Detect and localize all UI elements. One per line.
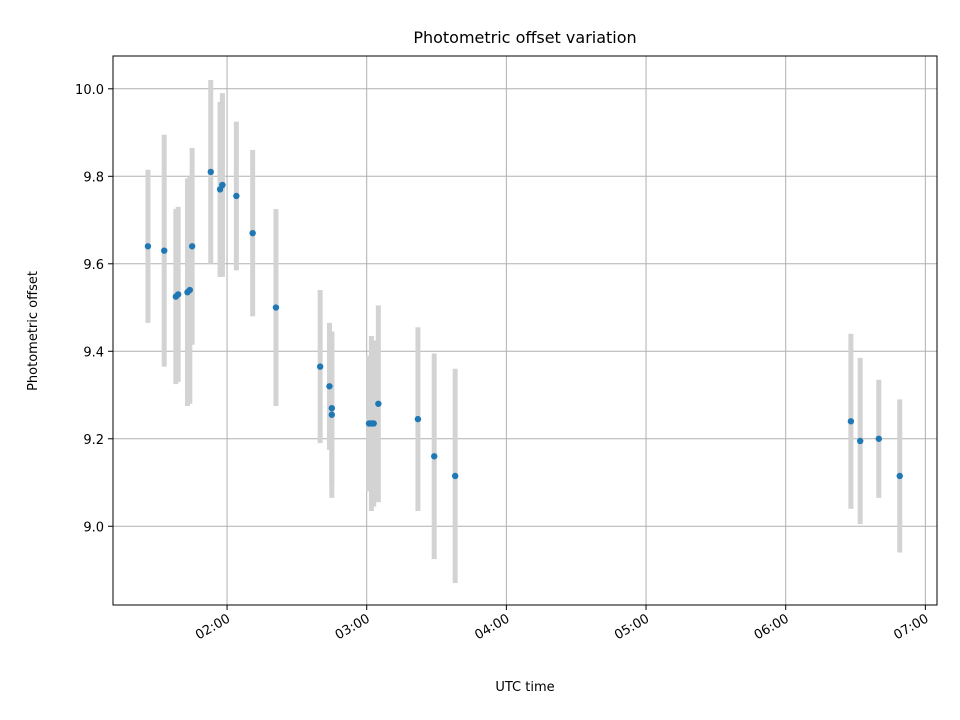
error-bars <box>145 80 903 584</box>
x-axis-label: UTC time <box>495 680 554 695</box>
data-point <box>328 404 336 412</box>
y-tick-label: 9.0 <box>83 520 104 535</box>
data-point <box>451 472 459 480</box>
data-point <box>414 415 422 423</box>
data-point <box>316 363 324 370</box>
x-tick-label: 03:00 <box>333 611 373 643</box>
x-tick-label: 04:00 <box>472 611 512 643</box>
chart-title: Photometric offset variation <box>413 28 636 47</box>
data-point <box>375 400 382 407</box>
data-point <box>249 229 256 237</box>
data-point <box>219 181 226 189</box>
y-axis: 9.0 9.2 9.4 9.6 9.8 10.0 <box>75 83 113 535</box>
x-tick-label: 05:00 <box>612 611 652 643</box>
y-axis-label: Photometric offset <box>26 271 41 391</box>
y-tick-label: 9.8 <box>83 170 104 185</box>
plot-frame <box>112 55 938 606</box>
data-point <box>896 472 903 480</box>
data-point <box>875 435 883 442</box>
x-axis: 02:00 03:00 04:00 05:00 06:00 07:00 <box>193 605 931 643</box>
data-point <box>186 286 194 294</box>
data-point <box>174 291 182 298</box>
x-tick-label: 07:00 <box>891 611 931 643</box>
data-point <box>188 243 196 250</box>
data-point <box>207 168 214 176</box>
y-tick-label: 9.6 <box>83 258 104 273</box>
data-point <box>370 420 377 427</box>
data-point <box>856 437 864 445</box>
data-point <box>431 453 438 460</box>
data-point <box>847 418 855 425</box>
data-point <box>328 411 336 418</box>
data-point <box>326 383 333 390</box>
x-tick-label: 06:00 <box>752 611 792 643</box>
y-tick-label: 9.2 <box>83 433 104 448</box>
data-point <box>144 243 152 250</box>
data-point <box>161 247 168 254</box>
data-point <box>272 304 280 311</box>
data-point <box>233 192 240 200</box>
y-tick-label: 9.4 <box>83 345 104 360</box>
data-points <box>144 168 903 480</box>
x-tick-label: 02:00 <box>193 611 233 643</box>
y-tick-label: 10.0 <box>75 83 104 98</box>
